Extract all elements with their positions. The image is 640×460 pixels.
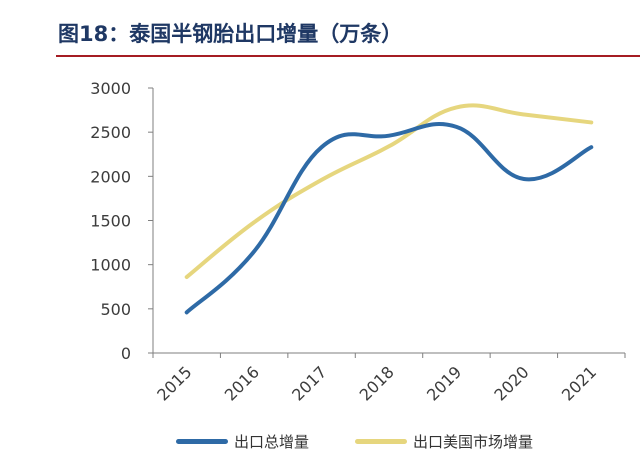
legend-swatch-us (355, 438, 407, 444)
x-tick-label: 2019 (423, 362, 465, 404)
x-tick-label: 2021 (558, 362, 600, 404)
legend-swatch-total (176, 438, 228, 444)
x-tick-label: 2016 (221, 362, 263, 404)
y-tick-label: 2500 (90, 123, 131, 142)
chart-legend: 出口总增量 出口美国市场增量 (0, 428, 640, 456)
x-tick-label: 2020 (490, 362, 532, 404)
series-line-total (184, 122, 594, 315)
series-line-us (184, 103, 594, 280)
y-tick-label: 0 (121, 344, 131, 363)
x-tick-label: 2017 (288, 362, 330, 404)
title-underline (56, 55, 640, 57)
x-tick-label: 2015 (153, 362, 195, 404)
chart-series (184, 103, 594, 315)
legend-label-total: 出口总增量 (234, 432, 310, 451)
y-tick-label: 1500 (90, 212, 131, 231)
legend-label-us: 出口美国市场增量 (413, 432, 534, 451)
y-tick-label: 2000 (90, 167, 131, 186)
line-chart: 0 500 1000 1500 2000 2500 3000 2015 2016 2017 2018… (90, 79, 626, 405)
y-tick-label: 500 (100, 300, 131, 319)
y-tick-label: 3000 (90, 79, 131, 98)
x-tick-label: 2018 (356, 362, 398, 404)
y-tick-label: 1000 (90, 256, 131, 275)
figure-header: 图18：泰国半钢胎出口增量（万条） (0, 0, 640, 58)
figure-title: 图18：泰国半钢胎出口增量（万条） (58, 22, 403, 46)
chart-axes: 0 500 1000 1500 2000 2500 3000 2015 2016 2017 2018… (90, 79, 626, 405)
legend-item-total: 出口总增量 (176, 430, 309, 452)
legend-item-us: 出口美国市场增量 (355, 430, 533, 452)
